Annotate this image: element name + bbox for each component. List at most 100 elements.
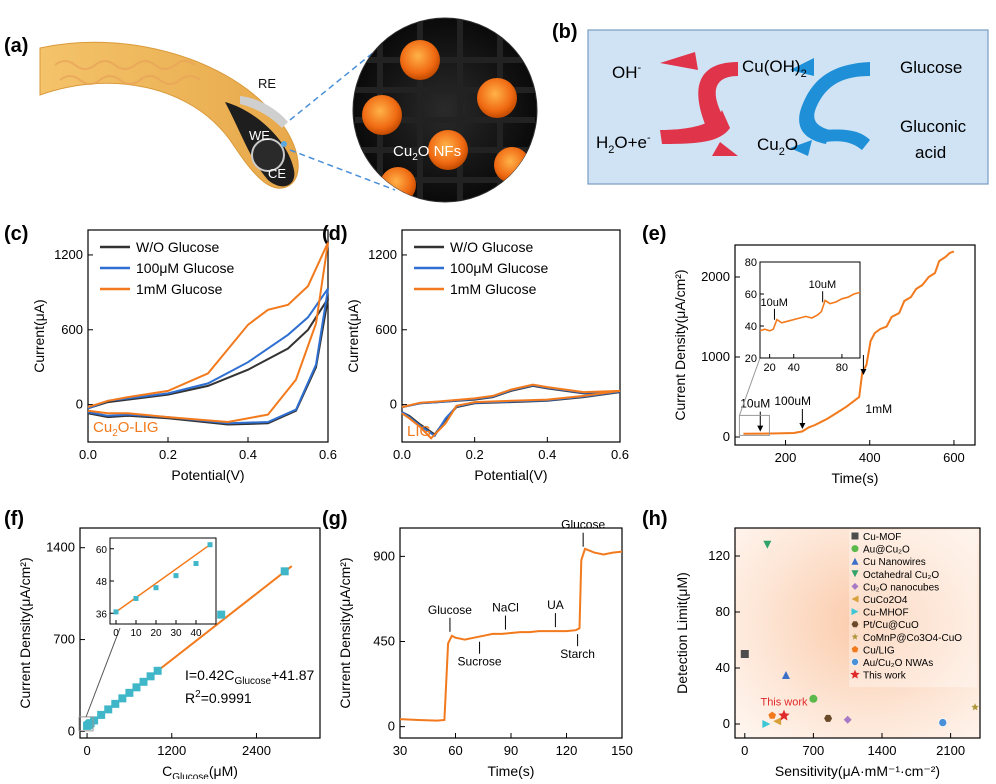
inset-x-tick-label: 10 <box>130 628 142 639</box>
y-axis-label: Current(μA) <box>345 299 361 372</box>
inset-x-tick-label: 0 <box>113 628 119 639</box>
inset-series-line <box>759 291 861 332</box>
nanoflowers <box>355 20 535 202</box>
inset-y-tick-label: 40 <box>745 321 757 333</box>
data-point <box>740 650 749 658</box>
blue-arc <box>799 62 870 144</box>
y-axis-label: Current(μA) <box>31 299 47 372</box>
y-tick-label: 1200 <box>54 247 83 262</box>
inset-x-tick-label: 20 <box>150 628 162 639</box>
inset-x-tick-label: 30 <box>170 628 182 639</box>
panel-label-e: (e) <box>642 223 666 245</box>
series-line-cathodic <box>87 288 329 425</box>
zoom-connector <box>85 627 121 718</box>
x-axis-label-part: (μM) <box>209 763 238 779</box>
equation-part: +41.87 <box>271 667 314 683</box>
chart-annotation: LIG <box>407 423 431 440</box>
data-point <box>97 710 106 719</box>
data-point <box>781 671 790 679</box>
y-tick-label: 0 <box>390 397 397 412</box>
annotation-part: O-LIG <box>118 419 159 436</box>
zoom-connector <box>738 357 761 416</box>
legend-label: W/O Glucose <box>136 239 219 255</box>
inset-y-tick-label: 36 <box>96 609 108 620</box>
y-tick-label: 0 <box>388 719 395 734</box>
data-point <box>90 716 99 725</box>
panel-label-f: (f) <box>4 508 24 530</box>
data-point <box>280 567 289 576</box>
zoom-label: Cu2O NFs <box>393 143 461 163</box>
annotation-part: Cu <box>93 419 112 436</box>
annotation-label: Glucose <box>561 518 605 532</box>
panel-label-c: (c) <box>4 223 28 245</box>
series-line-anodic <box>401 383 621 409</box>
annotation-label: Starch <box>560 647 595 661</box>
nanoflower <box>380 167 416 202</box>
plot-frame <box>734 527 981 739</box>
panel-label-b: (b) <box>552 21 578 43</box>
x-tick-label: 1200 <box>157 743 186 758</box>
inset-data-point <box>173 573 179 579</box>
x-axis-label-sub: Glucose <box>172 772 209 779</box>
annotation-label: 100uM <box>774 394 811 408</box>
y-tick-label: 80 <box>716 604 730 619</box>
x-tick-label: 90 <box>504 743 518 758</box>
legend-label: This work <box>863 671 907 682</box>
series-line-cathodic <box>401 391 621 436</box>
x-axis-label: Time(s) <box>832 470 879 486</box>
data-point <box>773 717 782 726</box>
inset-data-point <box>207 542 213 548</box>
x-tick-label: 120 <box>556 743 578 758</box>
legend-label: Au@Cu₂O <box>863 545 910 556</box>
legend-marker <box>851 532 859 540</box>
y-tick-label: 120 <box>708 548 730 563</box>
inset-y-tick-label: 60 <box>745 289 757 301</box>
r2-sup: 2 <box>195 689 201 700</box>
chart-h: 0 700 1400 2100 0 40 80 120 Sensitivity(μA·mM⁻¹·… <box>674 527 981 779</box>
plot-frame <box>87 229 329 443</box>
y-tick-label: 1200 <box>368 247 397 262</box>
chart-d: 0.0 0.2 0.4 0.6 0 600 1200 W/O Glucose 100μM Glu… <box>345 229 629 483</box>
data-point <box>146 672 155 681</box>
arrow-head <box>799 423 806 429</box>
counter-electrode <box>281 141 287 147</box>
inset-y-tick-label: 20 <box>745 353 757 365</box>
series-line-cathodic <box>87 298 329 426</box>
legend-label: 100μM Glucose <box>136 260 235 276</box>
y-tick-label: 900 <box>373 548 395 563</box>
legend-label: Au/Cu₂O NWAs <box>863 658 933 669</box>
glucose-label: Glucose <box>900 58 962 77</box>
data-point <box>111 699 120 708</box>
x-tick-label: 700 <box>803 743 825 758</box>
data-point <box>843 715 852 724</box>
arrow-head <box>757 425 764 432</box>
panel-label-g: (g) <box>322 508 348 530</box>
legend-marker <box>851 570 859 578</box>
legend-marker <box>851 595 859 603</box>
panel-label-h: (h) <box>642 508 668 530</box>
chart-annotation: Cu2O-LIG <box>93 419 159 439</box>
y-tick-label: 40 <box>716 660 730 675</box>
inset-x-tick-label: 40 <box>788 362 800 374</box>
x-tick-label: 30 <box>393 743 407 758</box>
legend-marker <box>851 658 859 666</box>
x-tick-label: 0 <box>741 743 748 758</box>
chart-g: 30 60 90 120 150 0 450 900 Time(s) Current Densit… <box>337 518 633 779</box>
we-label: WE <box>249 128 270 143</box>
r2-part: R <box>185 690 195 706</box>
y-axis-label: Current Density(μA/cm²) <box>672 269 688 420</box>
zoom-circle <box>352 17 538 203</box>
data-point <box>118 694 127 703</box>
x-tick-label: 0.0 <box>393 447 411 462</box>
series-line-cathodic <box>401 390 621 438</box>
chart-c: 0.0 0.2 0.4 0.6 0 600 1200 W/O Glucose 100μM Glu… <box>31 229 337 483</box>
blue-arrow-gluconic <box>824 129 870 150</box>
annotation-label: 10uM <box>740 397 770 411</box>
legend-marker <box>850 669 860 679</box>
data-point <box>824 714 833 722</box>
nanoflower <box>362 95 402 135</box>
legend-marker <box>851 633 859 640</box>
annotation-label: UA <box>547 598 564 612</box>
x-axis-label: Potential(V) <box>171 467 244 483</box>
series-line-anodic <box>87 242 329 409</box>
